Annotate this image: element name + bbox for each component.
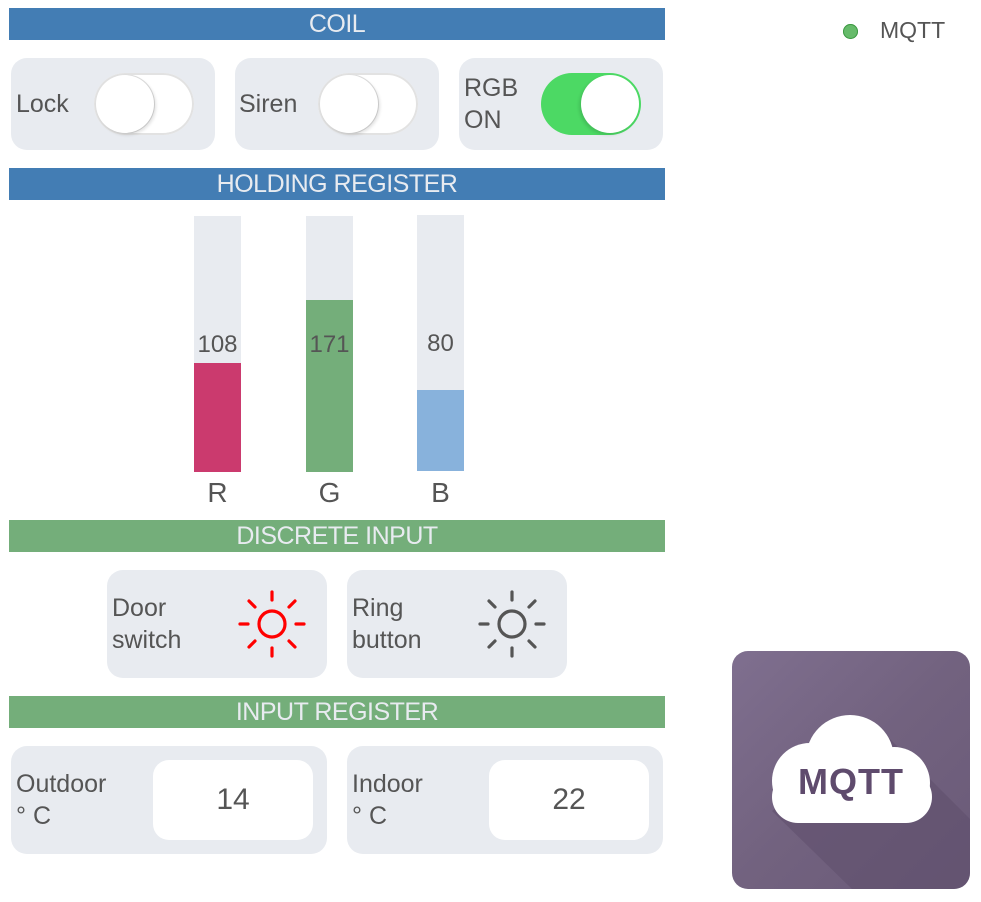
cloud-icon [772,715,970,889]
bar-r-value: 108 [197,331,238,358]
bar-r[interactable]: 108 [194,216,241,472]
mqtt-status-dot [843,24,858,39]
indoor-label-line1: Indoor [352,770,423,798]
bar-b-label: B [431,477,450,508]
holding-register-header: HOLDING REGISTER [9,168,665,200]
coil-lock-card: Lock [11,58,215,150]
siren-toggle[interactable] [318,73,418,135]
bar-g-label: G [318,477,341,508]
coil-rgb-card: RGB ON [459,58,663,150]
sun-icon [478,590,546,658]
toggle-knob [581,75,639,133]
lock-label: Lock [16,90,69,118]
rgb-on-label-line2: ON [464,106,502,134]
bar-g[interactable]: 171 [306,216,353,472]
bar-b[interactable]: 80 [417,215,464,471]
mqtt-logo-text: MQTT [798,761,904,802]
siren-label: Siren [239,90,298,118]
sun-icon [238,590,306,658]
bar-b-value: 80 [427,330,454,357]
outdoor-label-line2: ° C [16,802,51,830]
door-switch-label-line1: Door [112,594,167,622]
lock-toggle[interactable] [94,73,194,135]
coil-siren-card: Siren [235,58,439,150]
mqtt-status-label: MQTT [880,17,946,43]
ring-button-label-line2: button [352,626,422,654]
toggle-knob [320,75,378,133]
outdoor-temp-value: 14 [153,760,313,840]
door-switch-card: Door switch [107,570,327,678]
bar-r-fill [194,363,241,472]
input-register-header: INPUT REGISTER [9,696,665,728]
ring-button-card: Ring button [347,570,567,678]
bar-r-label: R [207,477,228,508]
indoor-temp-value: 22 [489,760,649,840]
rgb-on-label-line1: RGB [464,74,519,102]
discrete-input-header: DISCRETE INPUT [9,520,665,552]
mqtt-logo: MQTT [732,651,970,889]
indoor-label-line2: ° C [352,802,387,830]
rgb-on-toggle[interactable] [541,73,641,135]
bar-g-value: 171 [309,331,350,358]
bar-g-fill [306,300,353,472]
outdoor-label-line1: Outdoor [16,770,107,798]
indoor-temp-card: Indoor ° C 22 [347,746,663,854]
toggle-knob [96,75,154,133]
outdoor-temp-card: Outdoor ° C 14 [11,746,327,854]
door-switch-label-line2: switch [112,626,182,654]
bar-b-fill [417,390,464,471]
ring-button-label-line1: Ring [352,594,404,622]
coil-header: COIL [9,8,665,40]
